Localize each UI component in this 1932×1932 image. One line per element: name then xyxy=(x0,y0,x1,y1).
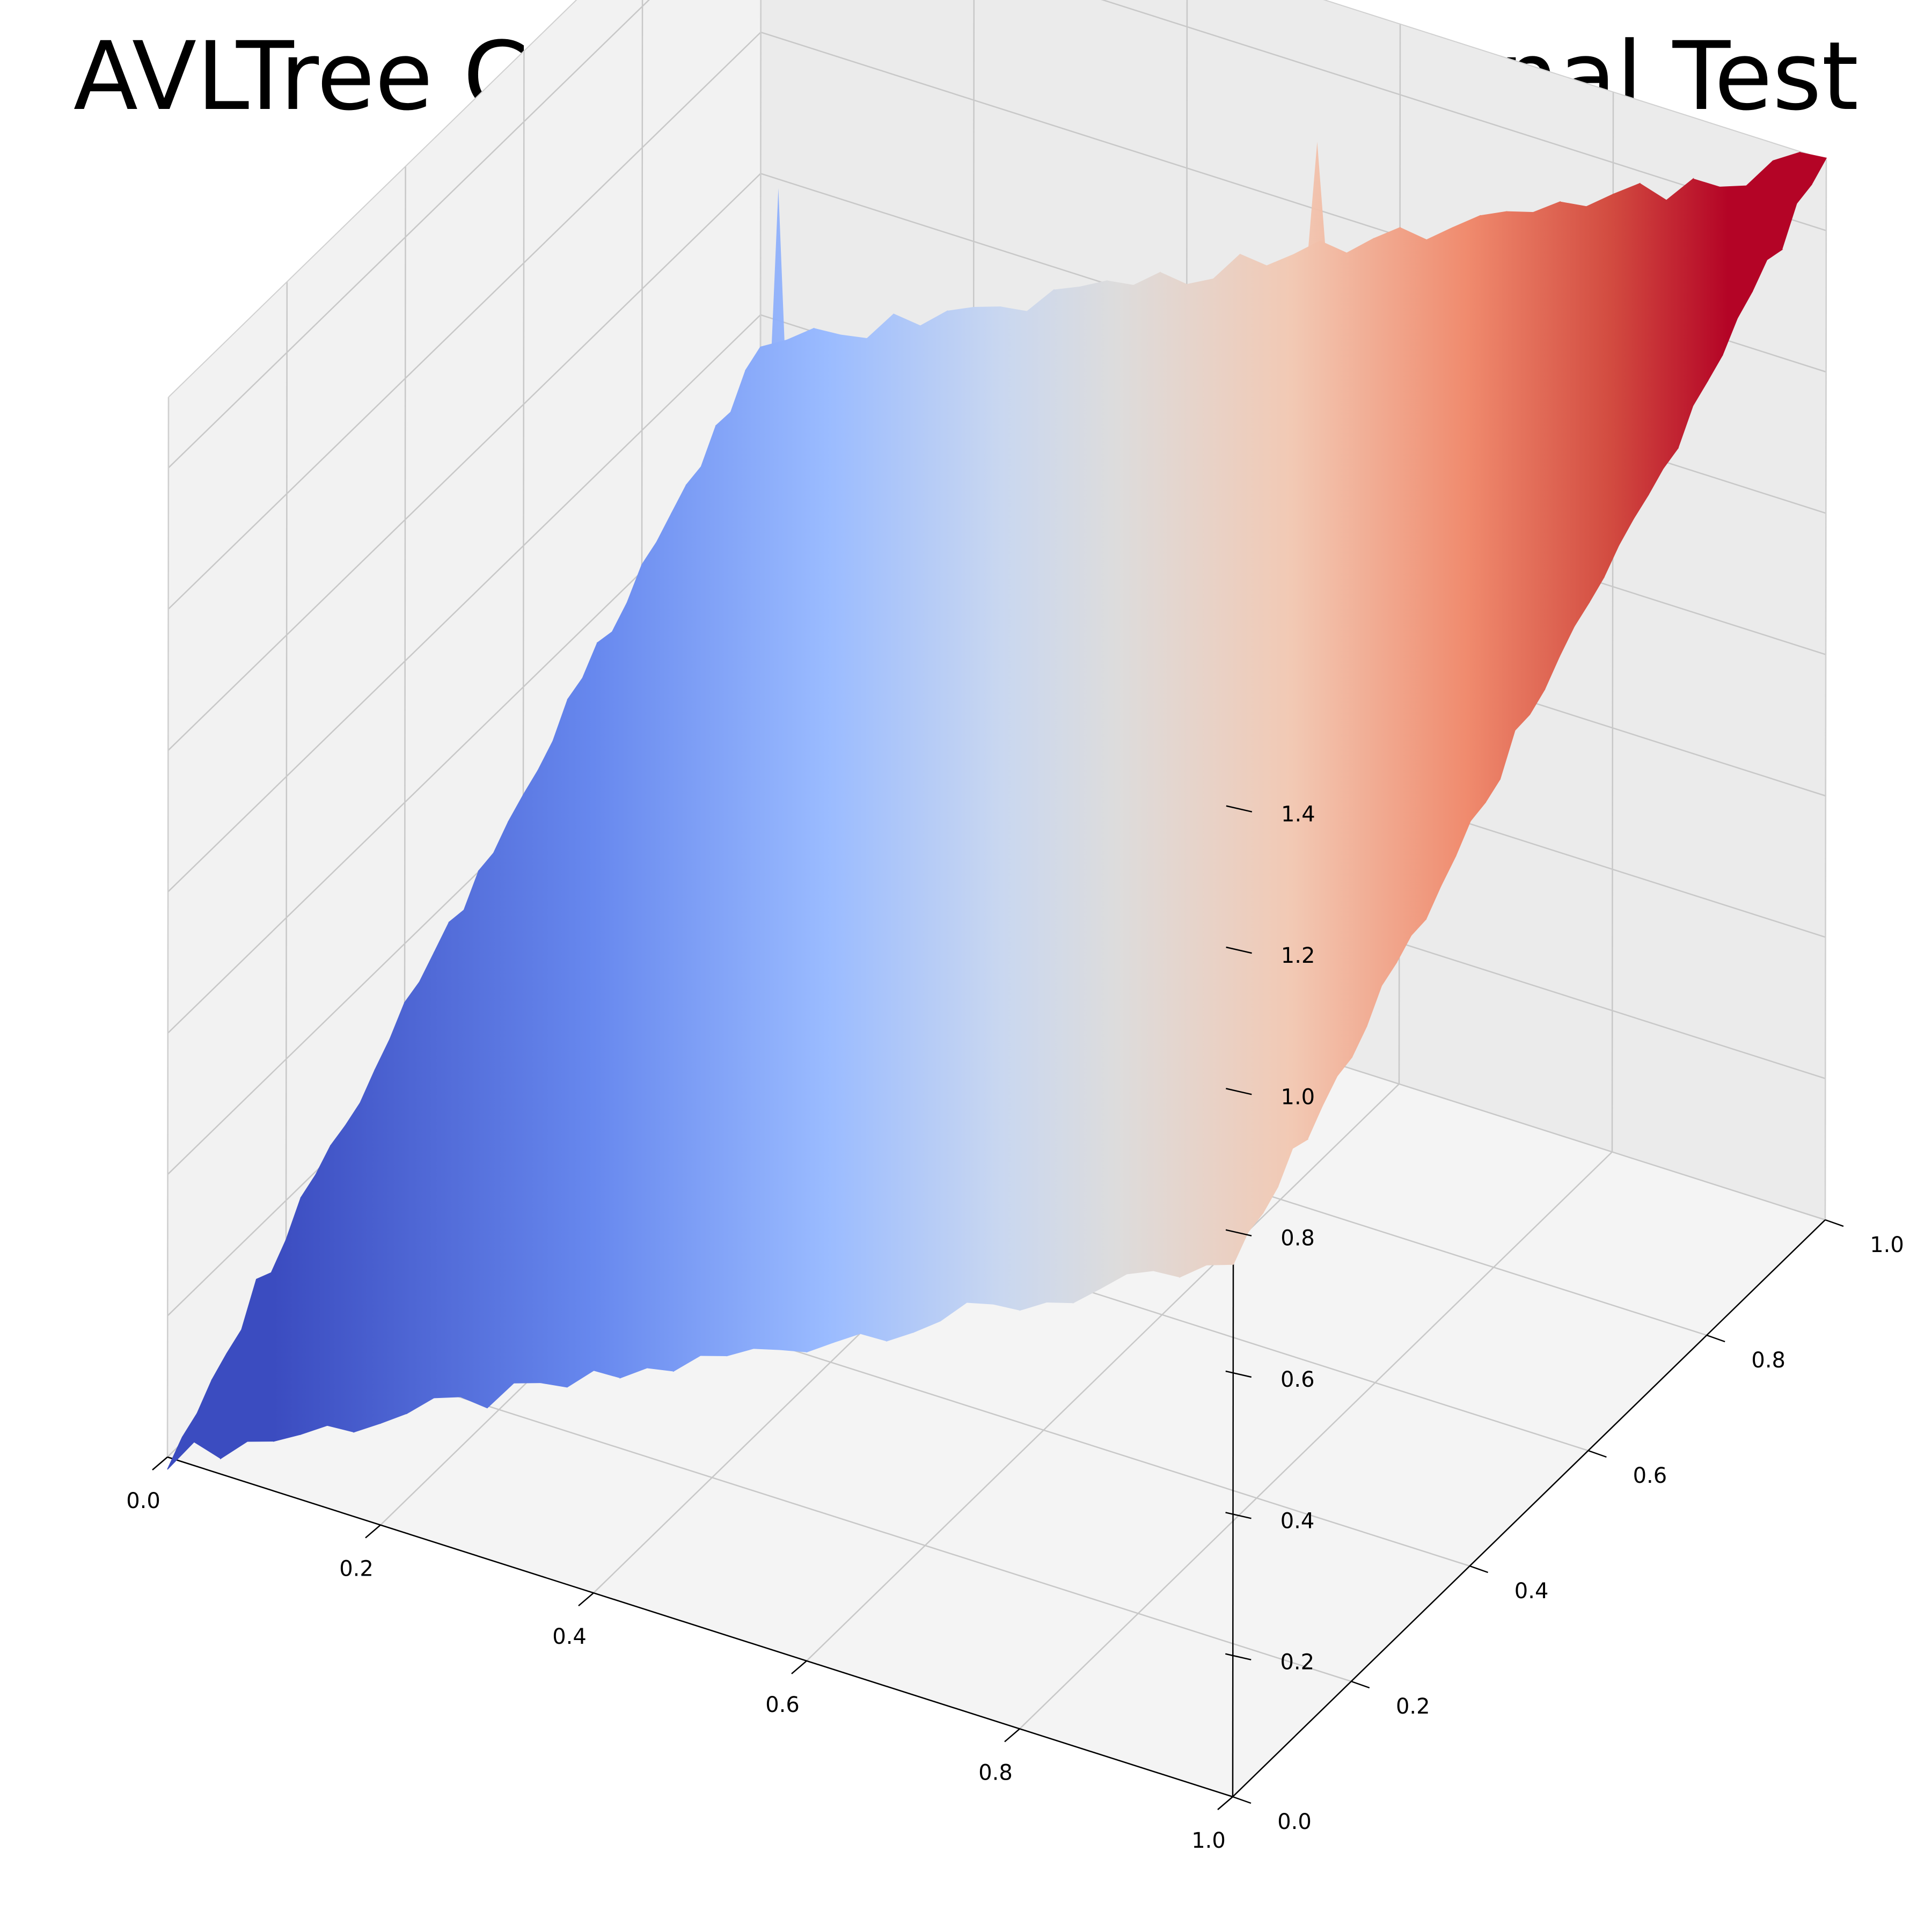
tick-labels: 0.0 0.2 0.4 0.6 0.8 1.0 0.0 0.2 0.4 0.6 0.8 1.0 0.2 0… xyxy=(126,802,1904,1853)
surface-spikes xyxy=(765,142,1330,574)
z-tick-mark xyxy=(1225,1653,1252,1660)
z-tick-label: 0.2 xyxy=(1280,1650,1314,1675)
grid-line-z xyxy=(168,0,1827,469)
pane-edge xyxy=(167,397,169,1458)
x-tick-label: 0.2 xyxy=(339,1557,374,1582)
x-tick-label: 0.8 xyxy=(978,1760,1013,1785)
y-tick-mark xyxy=(1351,1680,1370,1689)
z-tick-mark xyxy=(1225,1370,1252,1378)
z-tick-label: 0.4 xyxy=(1280,1509,1315,1533)
z-tick-label: 0.8 xyxy=(1280,1226,1315,1251)
tick-marks xyxy=(152,805,1844,1810)
z-tick-mark xyxy=(1226,805,1253,813)
z-tick-mark xyxy=(1226,946,1252,954)
y-tick-mark xyxy=(1706,1334,1725,1343)
z-tick-label: 1.0 xyxy=(1281,1085,1315,1109)
x-tick-mark xyxy=(365,1524,381,1539)
y-tick-label: 0.8 xyxy=(1751,1348,1785,1373)
z-tick-label: 0.6 xyxy=(1280,1367,1315,1392)
x-tick-mark xyxy=(1004,1728,1020,1743)
pane-edge xyxy=(168,0,1827,1220)
y-tick-label: 0.6 xyxy=(1633,1463,1667,1488)
data-surface xyxy=(167,151,1827,1470)
pane-left-wall xyxy=(167,0,761,1457)
x-tick-label: 0.0 xyxy=(126,1489,160,1513)
x-tick-mark xyxy=(578,1592,594,1607)
y-tick-label: 0.4 xyxy=(1514,1579,1549,1604)
z-tick-label: 1.4 xyxy=(1281,802,1315,827)
x-tick-label: 0.4 xyxy=(552,1624,587,1649)
x-tick-mark xyxy=(152,1457,168,1470)
x-axis-line xyxy=(167,1456,1233,1798)
y-axis-line xyxy=(1232,1219,1826,1797)
y-tick-mark xyxy=(1587,1450,1607,1458)
x-tick-mark xyxy=(791,1660,807,1674)
y-tick-mark xyxy=(1232,1796,1252,1804)
y-tick-label: 1.0 xyxy=(1870,1233,1904,1257)
x-tick-label: 0.6 xyxy=(765,1693,800,1717)
y-tick-mark xyxy=(1469,1565,1489,1574)
surface-spike xyxy=(919,384,945,574)
z-tick-mark xyxy=(1225,1512,1252,1519)
surface-spike xyxy=(1304,142,1330,305)
surface-spike xyxy=(765,188,791,501)
x-tick-mark xyxy=(1217,1796,1233,1810)
y-tick-label: 0.0 xyxy=(1277,1810,1312,1834)
z-tick-mark xyxy=(1225,1229,1252,1236)
y-tick-mark xyxy=(1825,1219,1844,1227)
z-tick-label: 1.2 xyxy=(1281,943,1315,968)
z-tick-mark xyxy=(1226,1088,1252,1095)
x-tick-label: 1.0 xyxy=(1191,1828,1226,1853)
surface-facet xyxy=(1205,1231,1249,1265)
y-tick-label: 0.2 xyxy=(1396,1694,1430,1719)
